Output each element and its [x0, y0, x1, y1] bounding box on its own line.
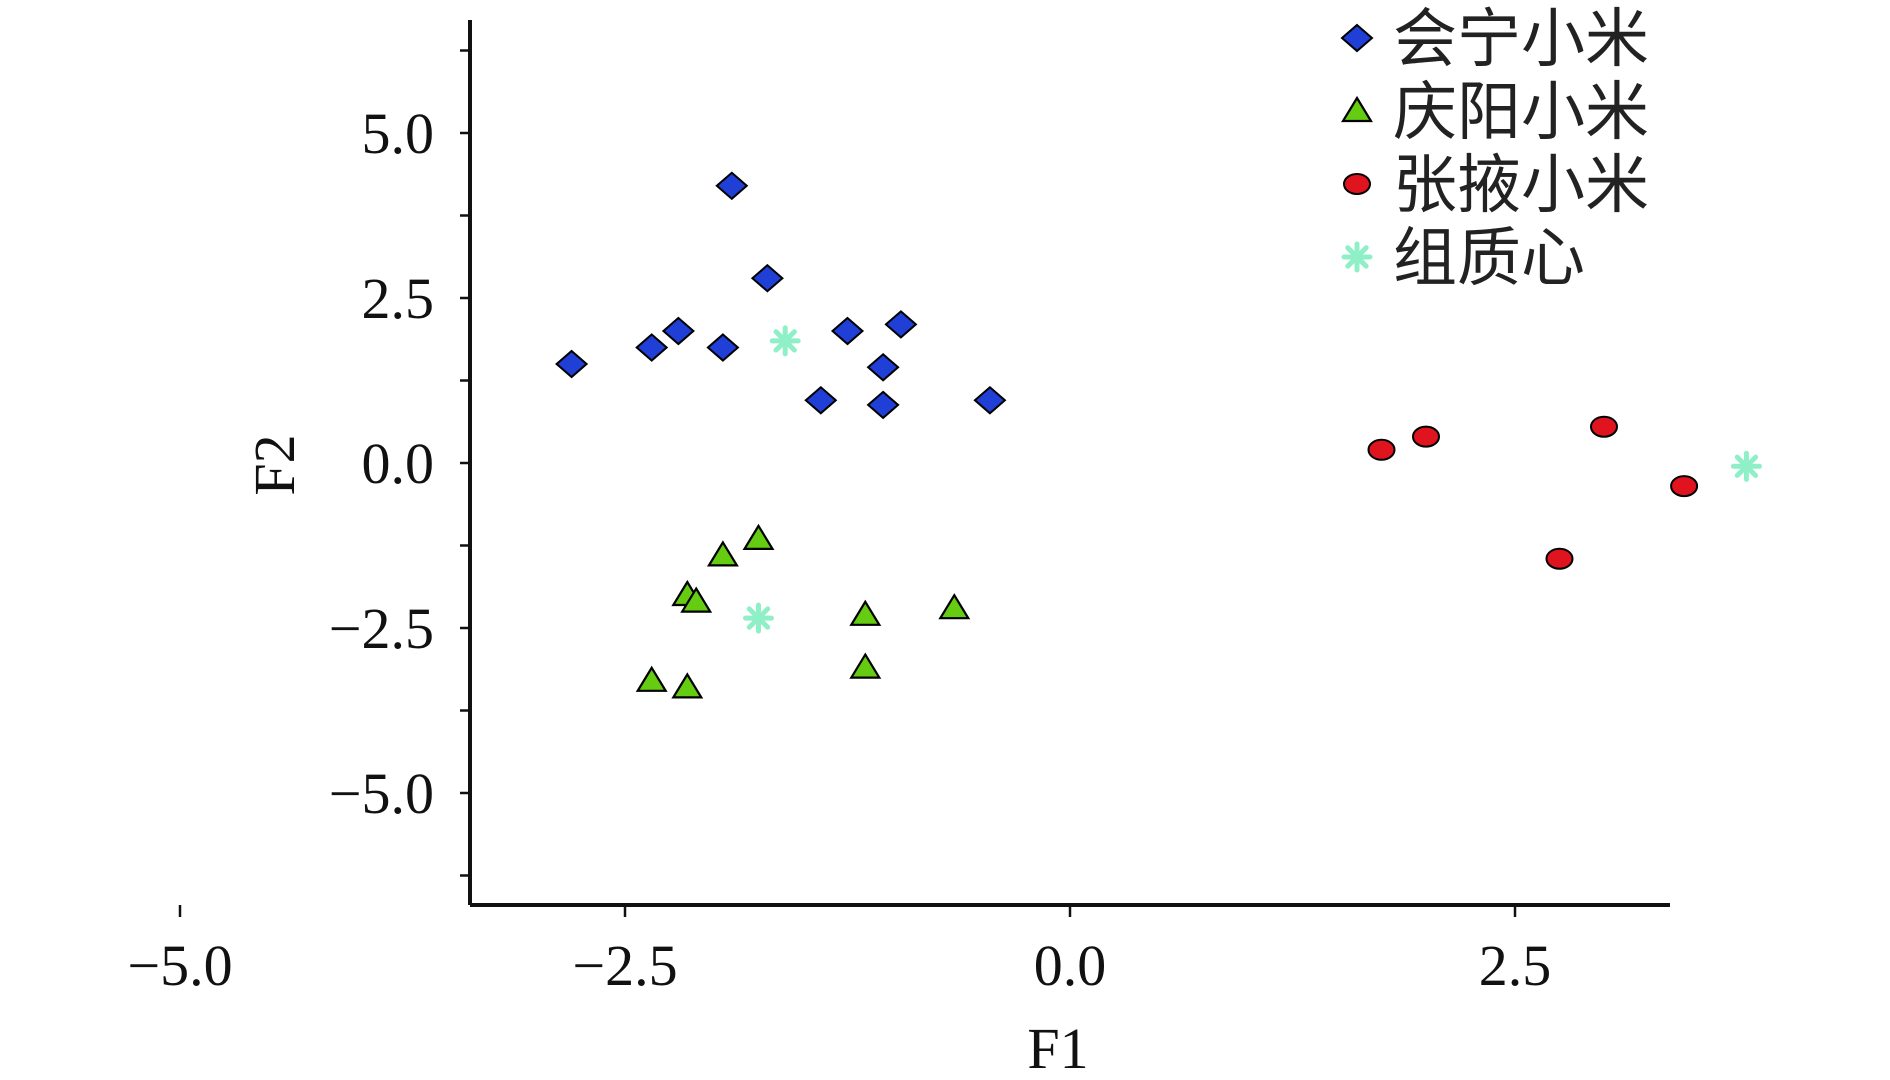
legend-label: 组质心 [1393, 222, 1585, 296]
triangle-point [938, 593, 971, 620]
diamond-point [750, 263, 784, 293]
triangle-point [635, 665, 668, 692]
diamond-point [635, 333, 669, 362]
legend-marker-triangle [1341, 95, 1373, 123]
y-tick-label: 0.0 [362, 431, 435, 496]
diamond-point [661, 316, 695, 346]
circle-point [1412, 425, 1440, 448]
diamond-point [884, 310, 918, 339]
legend-marker-star [1341, 241, 1373, 273]
legend-label: 张掖小米 [1393, 149, 1649, 223]
x-tick-label: −5.0 [127, 933, 232, 998]
star-point [1730, 450, 1762, 482]
diamond-point [715, 171, 749, 201]
diamond-point [555, 349, 589, 379]
triangle-point [849, 599, 882, 626]
circle-point [1545, 547, 1574, 570]
x-tick-label: 0.0 [1034, 933, 1107, 998]
diamond-point [706, 333, 740, 362]
legend-label: 庆阳小米 [1393, 76, 1649, 150]
triangle-point [680, 586, 713, 613]
legend-marker-circle [1343, 173, 1371, 195]
y-tick-label: −2.5 [329, 596, 434, 661]
y-tick-label: 5.0 [362, 101, 435, 166]
triangle-point [742, 523, 775, 551]
triangle-point [706, 540, 739, 567]
legend-marker-diamond [1340, 23, 1374, 53]
circle-point [1670, 475, 1699, 498]
y-tick-label: −5.0 [329, 761, 434, 826]
diamond-point [866, 390, 900, 420]
circle-point [1367, 438, 1396, 461]
y-axis-label: F2 [242, 434, 307, 495]
star-point [769, 325, 801, 357]
diamond-point [804, 385, 838, 415]
star-point [743, 602, 774, 634]
diamond-point [973, 385, 1007, 415]
x-tick-label: −2.5 [572, 933, 677, 998]
diamond-point [866, 352, 900, 382]
circle-point [1590, 415, 1618, 438]
x-axis-label: F1 [1027, 1016, 1088, 1080]
axes: 5.02.50.0−2.5−5.0−5.0−2.50.02.55.0F1F2 [127, 20, 1670, 1080]
x-tick-label: 2.5 [1479, 933, 1552, 998]
diamond-point [830, 316, 865, 346]
triangle-point [849, 652, 882, 679]
legend-label: 会宁小米 [1393, 3, 1649, 77]
data-points [555, 171, 1762, 699]
y-tick-label: 2.5 [362, 266, 435, 331]
triangle-point [671, 672, 704, 699]
